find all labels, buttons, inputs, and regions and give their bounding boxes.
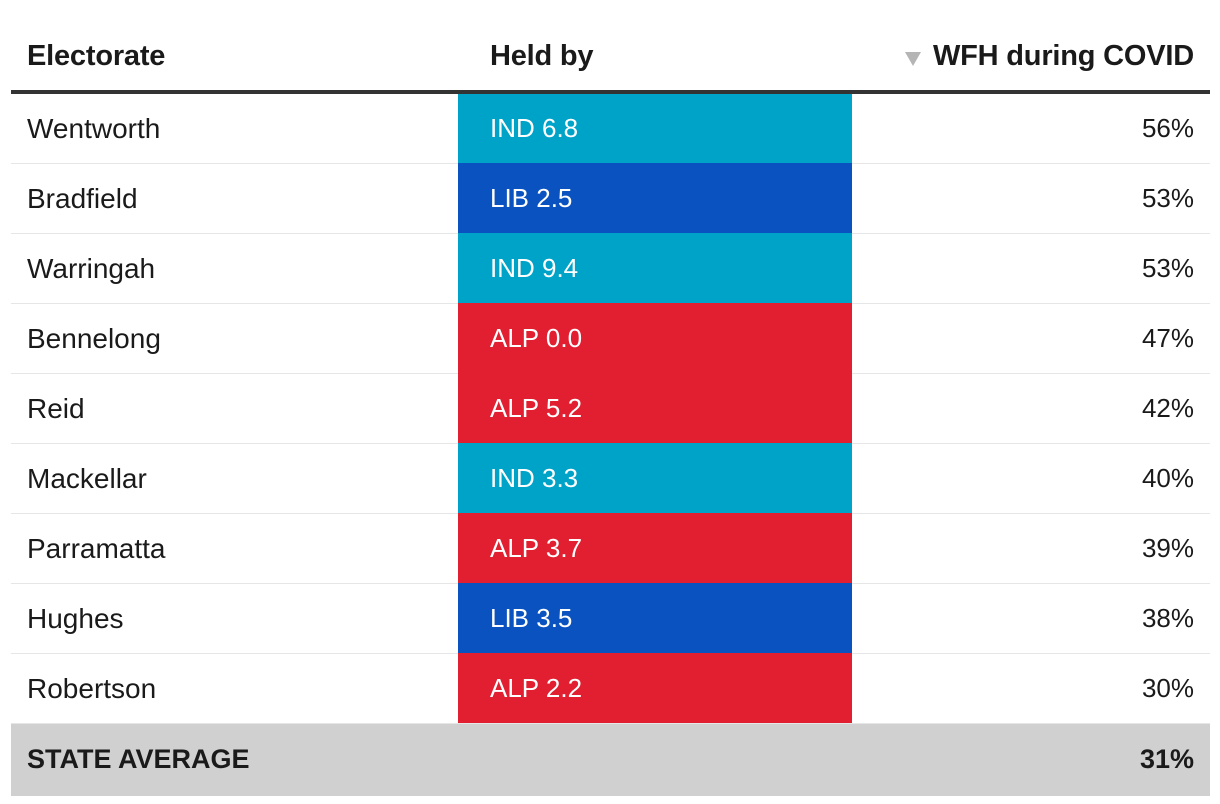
column-header-held-by[interactable]: Held by (490, 40, 594, 72)
held-by-cell: IND 9.4 (458, 233, 852, 303)
column-header-wfh[interactable]: WFH during COVID (905, 40, 1194, 73)
held-by-cell: IND 3.3 (458, 443, 852, 513)
electorate-name: Parramatta (27, 533, 166, 564)
table-row: Wentworth IND 6.8 56% (11, 94, 1210, 164)
held-by-cell: LIB 2.5 (458, 163, 852, 233)
table-row: Warringah IND 9.4 53% (11, 233, 1210, 304)
wfh-value: 53% (1141, 183, 1194, 213)
table-row: Robertson ALP 2.2 30% (11, 653, 1210, 724)
wfh-value: 38% (1141, 603, 1194, 633)
table-row: Reid ALP 5.2 42% (11, 373, 1210, 444)
electorate-name: Hughes (27, 603, 124, 634)
wfh-value: 56% (1141, 113, 1194, 143)
column-header-wfh-label: WFH during COVID (933, 40, 1194, 72)
electorate-name: Bradfield (27, 183, 138, 214)
table-header: Electorate Held by WFH during COVID (11, 0, 1210, 94)
table-body: Wentworth IND 6.8 56% Bradfield LIB 2.5 53% Wa… (11, 94, 1210, 724)
held-by-cell: IND 6.8 (458, 94, 852, 163)
held-by-cell: ALP 2.2 (458, 653, 852, 723)
table-row: Mackellar IND 3.3 40% (11, 443, 1210, 514)
wfh-value: 42% (1141, 393, 1194, 423)
wfh-value: 39% (1141, 533, 1194, 563)
wfh-value: 53% (1141, 253, 1194, 283)
wfh-value: 30% (1141, 673, 1194, 703)
wfh-value: 47% (1141, 323, 1194, 353)
sort-descending-icon[interactable] (905, 51, 921, 66)
held-by-cell: LIB 3.5 (458, 583, 852, 653)
electorate-name: Bennelong (27, 323, 161, 354)
state-average-row: STATE AVERAGE 31% (11, 724, 1210, 796)
state-average-value: 31% (1139, 744, 1194, 774)
wfh-table: Electorate Held by WFH during COVID Went… (11, 0, 1210, 796)
table-row: Hughes LIB 3.5 38% (11, 583, 1210, 654)
held-by-cell: ALP 3.7 (458, 513, 852, 583)
electorate-name: Warringah (27, 253, 156, 284)
table-row: Bennelong ALP 0.0 47% (11, 303, 1210, 374)
column-header-electorate[interactable]: Electorate (27, 40, 166, 72)
held-by-cell: ALP 0.0 (458, 303, 852, 373)
electorate-name: Robertson (27, 673, 157, 704)
table-row: Parramatta ALP 3.7 39% (11, 513, 1210, 584)
electorate-name: Mackellar (27, 463, 147, 494)
electorate-name: Wentworth (27, 113, 161, 144)
table-row: Bradfield LIB 2.5 53% (11, 163, 1210, 234)
wfh-value: 40% (1141, 463, 1194, 493)
electorate-name: Reid (27, 393, 85, 424)
held-by-cell: ALP 5.2 (458, 373, 852, 443)
state-average-label: STATE AVERAGE (27, 744, 250, 774)
